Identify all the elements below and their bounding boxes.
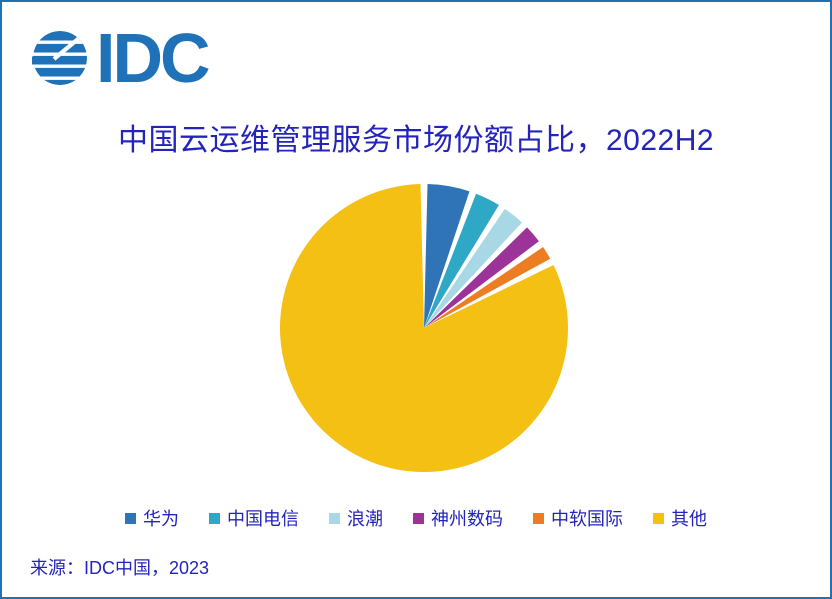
chart-title: 中国云运维管理服务市场份额占比，2022H2 [117, 124, 715, 157]
legend-label: 中国电信 [227, 509, 299, 529]
legend-label: 华为 [143, 509, 179, 529]
idc-logo: IDC [32, 19, 211, 97]
legend-item-china-telecom: 中国电信 [209, 505, 299, 531]
pie-slice-其他 [280, 184, 569, 472]
source-note: 来源：IDC中国，2023 [30, 558, 210, 578]
legend-item-chinasoft: 中软国际 [533, 505, 623, 531]
chart-legend: 华为 中国电信 浪潮 神州数码 中软国际 其他 [2, 505, 830, 531]
pie-slice-中软国际 [424, 246, 551, 328]
legend-item-digital-china: 神州数码 [413, 505, 503, 531]
legend-label: 中软国际 [551, 509, 623, 529]
legend-swatch [209, 512, 220, 524]
legend-swatch [533, 512, 544, 524]
legend-swatch [125, 512, 136, 524]
legend-label: 浪潮 [347, 509, 383, 529]
legend-label: 其他 [671, 509, 707, 529]
legend-swatch [329, 512, 340, 524]
pie-slice-神州数码 [424, 227, 539, 328]
legend-swatch [653, 512, 664, 524]
idc-logo-text: IDC [96, 19, 211, 97]
legend-item-others: 其他 [653, 505, 707, 531]
pie-slice-华为 [424, 184, 470, 328]
pie-slice-浪潮 [424, 208, 522, 328]
legend-label: 神州数码 [431, 509, 503, 529]
legend-item-inspur: 浪潮 [329, 505, 383, 531]
legend-item-huawei: 华为 [125, 505, 179, 531]
idc-globe-icon [32, 31, 87, 85]
legend-swatch [413, 512, 424, 524]
pie-slice-中国电信 [424, 193, 499, 328]
